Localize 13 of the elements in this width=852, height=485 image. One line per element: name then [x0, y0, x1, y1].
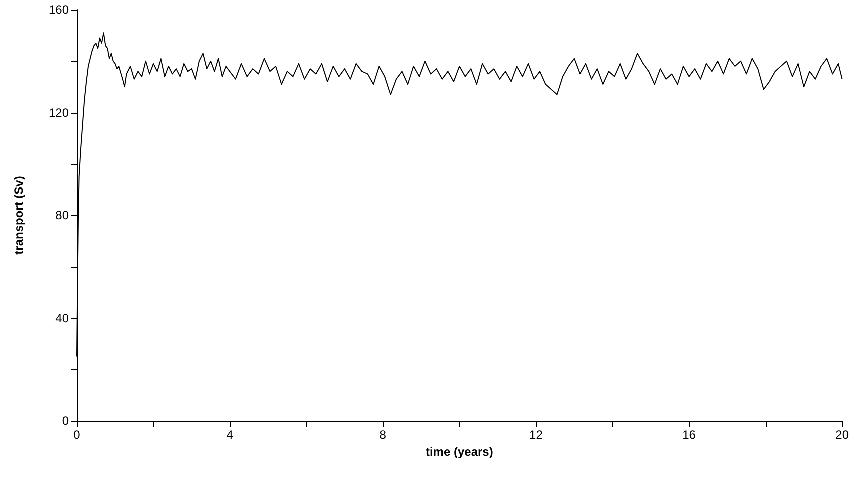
y-tick-label: 0: [62, 414, 70, 428]
x-tick-label: 0: [74, 428, 81, 442]
y-tick-label: 80: [56, 208, 70, 222]
x-tick-label: 16: [682, 428, 696, 442]
x-tick-label: 12: [530, 428, 544, 442]
x-tick-label: 8: [380, 428, 387, 442]
y-tick-label: 120: [48, 106, 70, 120]
x-tick-label: 20: [836, 428, 850, 442]
x-axis-title: time (years): [426, 444, 494, 459]
y-tick-label: 40: [56, 311, 70, 326]
y-axis-title: transport (Sv): [12, 176, 26, 255]
y-tick-label: 160: [48, 3, 70, 17]
x-tick-label: 4: [226, 428, 234, 442]
